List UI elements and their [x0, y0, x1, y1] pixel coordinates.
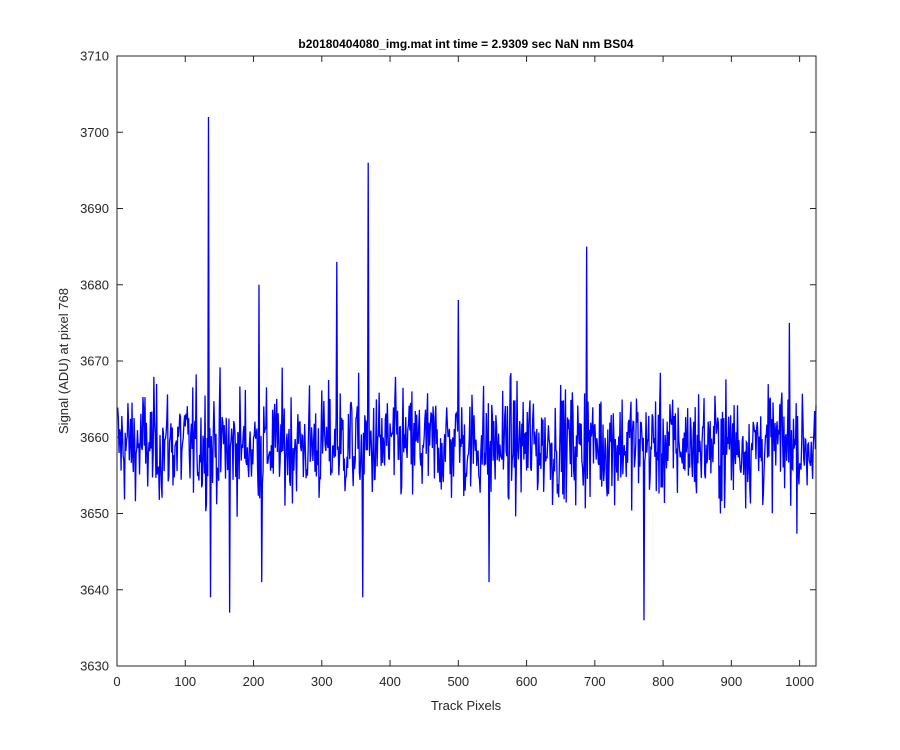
y-tick-label: 3700 — [80, 125, 109, 140]
y-tick-label: 3660 — [80, 430, 109, 445]
x-axis-ticks: 0 100 200 300 400 500 600 700 800 900 1000 — [113, 56, 814, 689]
y-tick-label: 3690 — [80, 201, 109, 216]
y-tick-label: 3640 — [80, 582, 109, 597]
y-tick-label: 3680 — [80, 277, 109, 292]
y-tick-label: 3710 — [80, 49, 109, 64]
x-tick-label: 1000 — [785, 674, 814, 689]
plot-area-background — [117, 56, 816, 666]
x-tick-label: 400 — [379, 674, 401, 689]
x-axis-label: Track Pixels — [431, 698, 502, 713]
series-layer — [117, 116, 817, 621]
x-tick-label: 600 — [516, 674, 538, 689]
x-tick-label: 500 — [447, 674, 469, 689]
x-tick-label: 700 — [584, 674, 606, 689]
x-tick-label: 800 — [652, 674, 674, 689]
y-axis-ticks: 3630 3640 3650 3660 3670 3680 3690 3700 3710 — [80, 49, 816, 674]
x-tick-label: 200 — [243, 674, 265, 689]
y-axis-label: Signal (ADU) at pixel 768 — [56, 288, 71, 434]
x-tick-label: 100 — [174, 674, 196, 689]
x-tick-label: 0 — [113, 674, 120, 689]
plot-axes-box — [116, 55, 817, 667]
x-tick-label: 300 — [311, 674, 333, 689]
chart-title: b20180404080_img.mat int time = 2.9309 s… — [298, 37, 634, 51]
y-tick-label: 3650 — [80, 506, 109, 521]
series-line — [117, 116, 817, 621]
y-tick-label: 3630 — [80, 659, 109, 674]
y-tick-label: 3670 — [80, 354, 109, 369]
x-tick-label: 900 — [721, 674, 743, 689]
